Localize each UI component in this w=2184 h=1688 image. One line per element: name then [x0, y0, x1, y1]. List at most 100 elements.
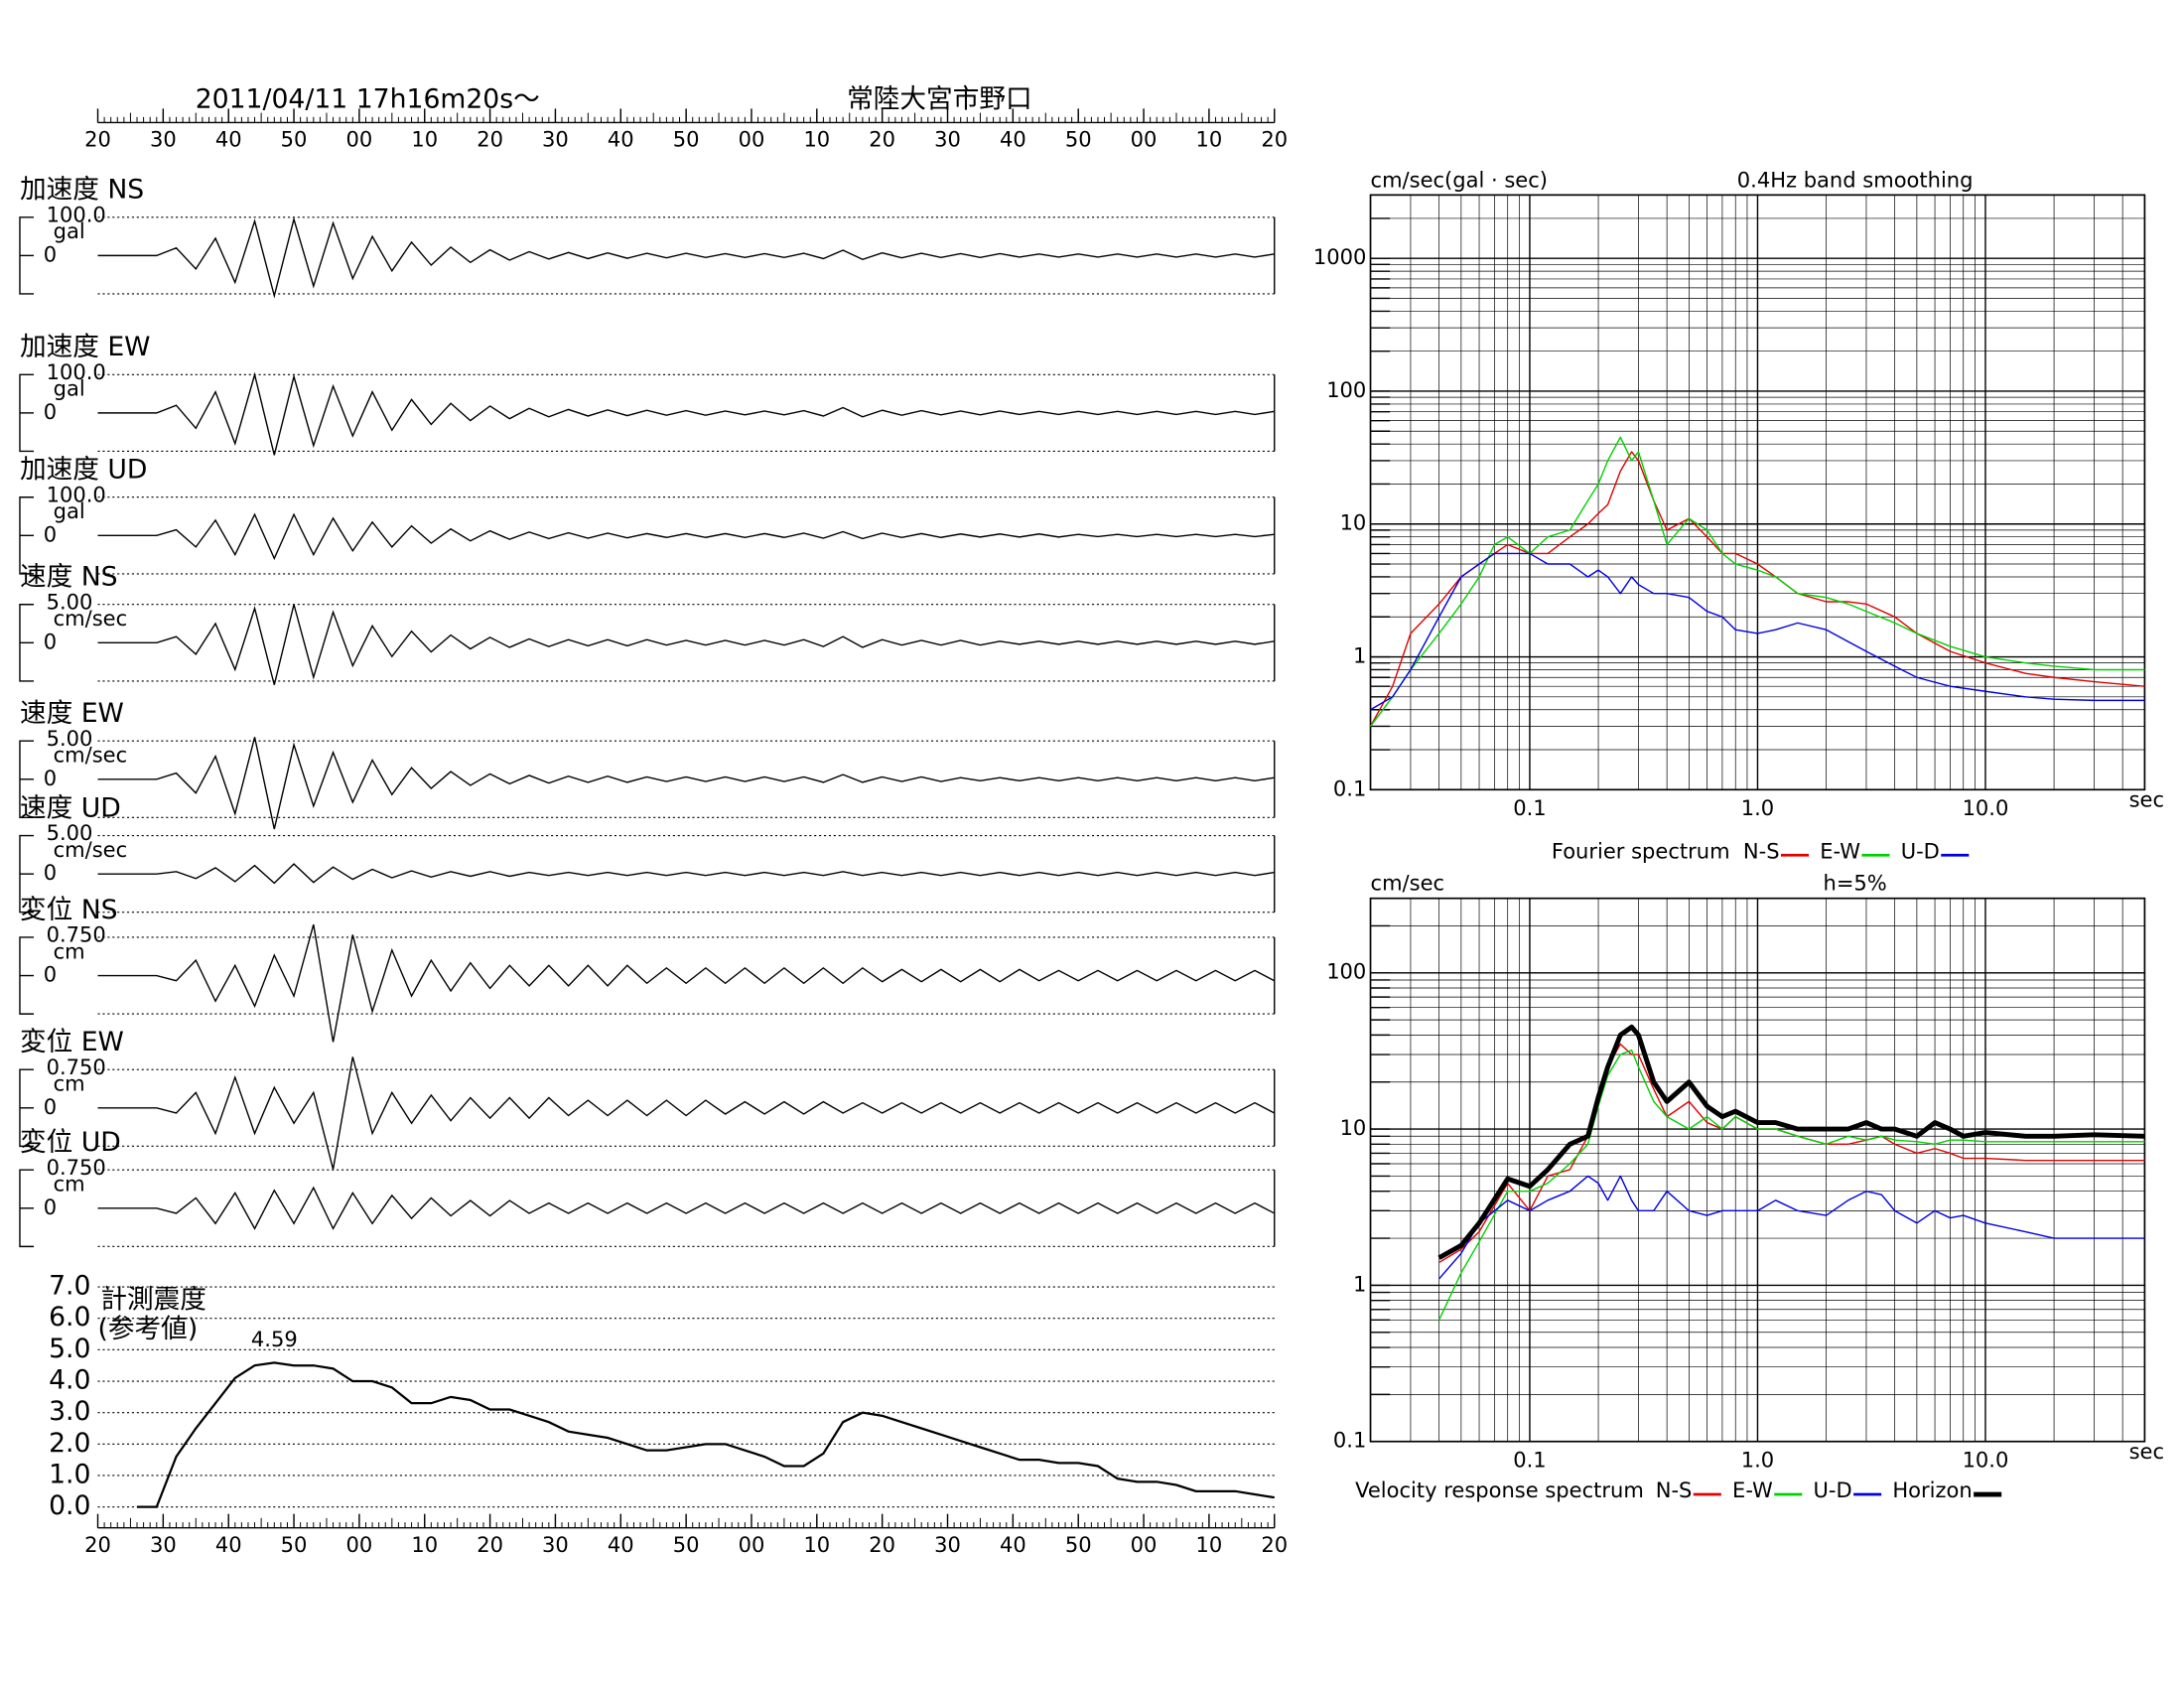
legend-label: N-S — [1743, 838, 1780, 863]
y-tick-label: 100 — [1326, 377, 1366, 402]
legend-label: E-W — [1732, 1477, 1773, 1502]
x-tick-label: 0.1 — [1513, 795, 1546, 820]
y-tick-label: 100.0 — [47, 359, 106, 384]
x-tick-label: 50 — [1065, 127, 1092, 152]
x-tick-label: 20 — [869, 1532, 895, 1557]
intensity-line — [137, 1361, 1275, 1508]
y-tick-label: 0 — [44, 399, 57, 424]
x-tick-label: 10 — [1196, 127, 1223, 152]
legend-label: N-S — [1656, 1477, 1693, 1502]
legend-label: U-D — [1901, 838, 1940, 863]
y-tick-label: 100 — [1326, 959, 1366, 984]
legend-label: E-W — [1820, 838, 1860, 863]
x-tick-label: 40 — [608, 127, 634, 152]
x-tick-label: 00 — [346, 127, 373, 152]
y-tick-label: 10 — [1340, 510, 1367, 535]
x-tick-label: 1.0 — [1741, 1447, 1774, 1472]
x-tick-label: 30 — [934, 1532, 961, 1557]
x-tick-label: 0.1 — [1513, 1447, 1546, 1472]
unit-label: gal — [54, 498, 85, 523]
panel-title: 加速度 UD — [20, 455, 147, 486]
y-tick-label: 2.0 — [49, 1428, 90, 1459]
x-tick-label: 00 — [1131, 1532, 1158, 1557]
y-tick-label: 0.0 — [49, 1490, 90, 1521]
spectrum-line — [1437, 1024, 2145, 1260]
y-axis-label: cm/sec(gal · sec) — [1371, 167, 1548, 192]
y-tick-label: 1.0 — [49, 1459, 90, 1489]
x-tick-label: 40 — [608, 1532, 634, 1557]
legend-label: U-D — [1814, 1477, 1852, 1502]
panel-title: 加速度 EW — [20, 332, 151, 362]
x-tick-label: 00 — [739, 127, 765, 152]
y-tick-label: 100.0 — [47, 482, 106, 506]
x-tick-label: 40 — [215, 127, 242, 152]
y-tick-label: 5.00 — [47, 820, 93, 845]
unit-label: cm — [54, 1071, 85, 1096]
unit-label: cm — [54, 938, 85, 963]
legend-title: Velocity response spectrum — [1355, 1477, 1644, 1502]
spectrum-line — [1437, 1049, 2145, 1321]
intensity-subtitle: (参考値) — [98, 1314, 199, 1344]
panel-title: 速度 EW — [20, 698, 124, 729]
panel-title: 変位 EW — [20, 1027, 124, 1057]
subtitle: 0.4Hz band smoothing — [1737, 167, 1974, 192]
y-tick-label: 0.1 — [1333, 775, 1366, 800]
unit-label: gal — [54, 218, 85, 243]
x-axis-label: sec — [2129, 1439, 2164, 1464]
panel-title: 加速度 NS — [20, 175, 144, 206]
x-tick-label: 20 — [84, 1532, 111, 1557]
x-tick-label: 30 — [150, 1532, 177, 1557]
y-tick-label: 5.0 — [49, 1334, 90, 1364]
y-tick-label: 10 — [1340, 1115, 1367, 1140]
y-tick-label: 5.00 — [47, 589, 93, 614]
subtitle: h=5% — [1824, 871, 1887, 896]
plot-frame — [1369, 194, 2146, 791]
x-tick-label: 30 — [542, 1532, 569, 1557]
record-time: 2011/04/11 17h16m20s〜 — [196, 83, 540, 114]
y-tick-label: 0 — [44, 962, 57, 987]
y-tick-label: 3.0 — [49, 1396, 90, 1427]
x-tick-label: 1.0 — [1741, 795, 1774, 820]
legend-title: Fourier spectrum — [1552, 838, 1730, 863]
plot-frame — [1369, 897, 2146, 1443]
waveform — [97, 512, 1275, 561]
waveform — [97, 216, 1275, 299]
x-tick-label: 00 — [739, 1532, 765, 1557]
y-axis-label: cm/sec — [1371, 871, 1445, 896]
intensity-title: 計測震度 — [100, 1285, 206, 1316]
x-tick-label: 30 — [150, 127, 177, 152]
x-tick-label: 50 — [673, 127, 700, 152]
unit-label: cm — [54, 1172, 85, 1196]
y-tick-label: 5.00 — [47, 726, 93, 751]
x-tick-label: 20 — [1261, 1532, 1288, 1557]
x-tick-label: 10 — [411, 127, 438, 152]
waveform — [97, 1186, 1276, 1230]
x-tick-label: 30 — [934, 127, 961, 152]
y-tick-label: 4.0 — [49, 1365, 90, 1396]
x-tick-label: 00 — [346, 1532, 373, 1557]
panel-title: 変位 NS — [20, 895, 118, 925]
x-tick-label: 50 — [673, 1532, 700, 1557]
y-tick-label: 0 — [44, 241, 57, 266]
unit-label: cm/sec — [54, 606, 128, 631]
panel-title: 速度 UD — [20, 792, 121, 823]
y-tick-label: 0 — [44, 766, 57, 790]
panel-title: 速度 NS — [20, 562, 118, 593]
x-tick-label: 50 — [1065, 1532, 1092, 1557]
y-tick-label: 0.750 — [47, 1055, 106, 1079]
x-tick-label: 20 — [1261, 127, 1288, 152]
y-tick-label: 0 — [44, 521, 57, 546]
x-tick-label: 10 — [411, 1532, 438, 1557]
waveform — [97, 737, 1275, 830]
x-tick-label: 00 — [1131, 127, 1158, 152]
unit-label: cm/sec — [54, 743, 128, 768]
waveform — [97, 604, 1275, 685]
spectrum-line — [1370, 552, 2145, 711]
x-tick-label: 20 — [84, 127, 111, 152]
station-name: 常陸大宮市野口 — [847, 83, 1031, 114]
x-tick-label: 10 — [1196, 1532, 1223, 1557]
y-tick-label: 0 — [44, 860, 57, 885]
panel-title: 変位 UD — [20, 1127, 121, 1158]
x-tick-label: 10.0 — [1963, 1447, 2009, 1472]
y-tick-label: 0.750 — [47, 922, 106, 947]
